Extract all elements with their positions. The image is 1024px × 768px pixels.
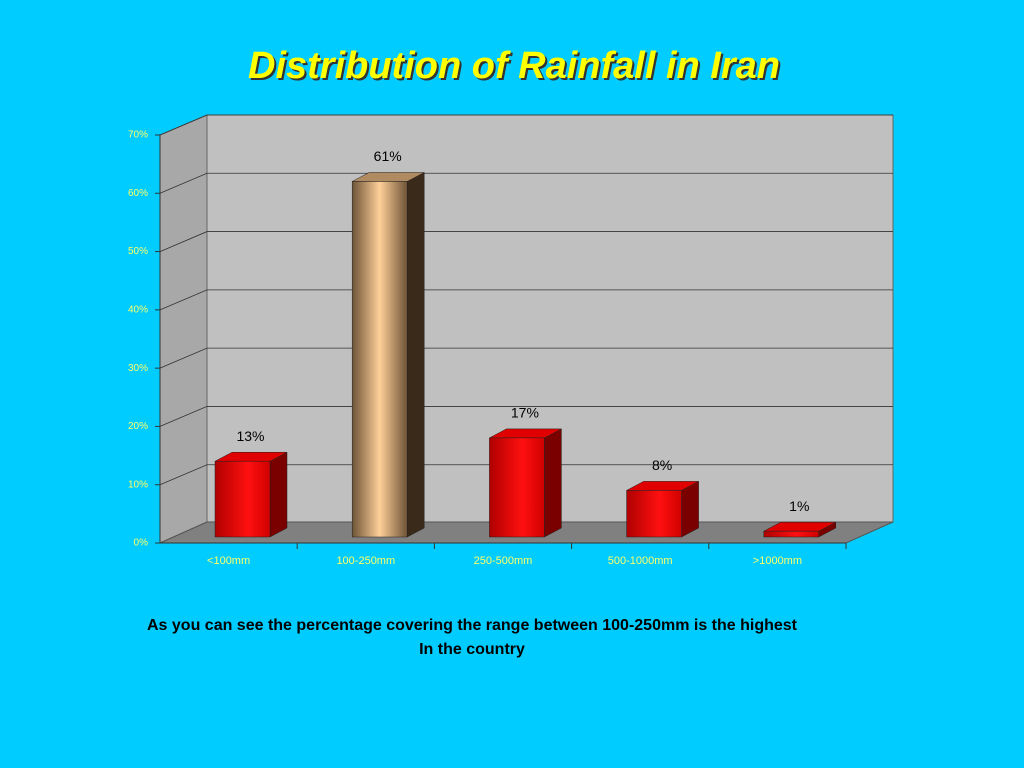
bar: [763, 521, 837, 538]
chart-title: Distribution of Rainfall in Iran: [248, 45, 780, 87]
bar-face: [489, 437, 545, 538]
value-label: 61%: [374, 148, 402, 164]
value-label: 13%: [236, 428, 264, 444]
grid-line: [159, 347, 893, 369]
grid-line: [159, 114, 893, 136]
x-tick-label: 250-500mm: [474, 555, 533, 567]
bar-face: [544, 428, 562, 538]
bar-face: [406, 172, 425, 538]
bar-face: [681, 480, 699, 538]
title-shadow: Distribution of Rainfall in Iran: [250, 47, 782, 89]
x-tick-label: 100-250mm: [336, 555, 395, 567]
y-tick-label: 20%: [128, 421, 148, 432]
bar-face: [626, 490, 682, 538]
caption-line: As you can see the percentage covering t…: [147, 617, 798, 634]
x-tick-label: >1000mm: [753, 555, 802, 567]
value-label: 1%: [789, 498, 809, 514]
bar-face: [351, 181, 408, 538]
bar-face: [214, 460, 271, 538]
x-tick-label: <100mm: [207, 555, 250, 567]
y-tick-label: 0%: [134, 538, 149, 549]
grid-line: [159, 231, 893, 252]
grid-line: [159, 464, 893, 486]
caption-line: In the country: [419, 641, 525, 658]
y-tick-label: 60%: [128, 188, 148, 199]
y-tick-label: 10%: [128, 479, 148, 490]
grid-line: [159, 406, 893, 427]
y-tick-label: 40%: [128, 304, 148, 315]
y-tick-label: 50%: [128, 246, 148, 257]
grid-line: [159, 289, 893, 311]
bar: [489, 428, 562, 538]
side-wall: [159, 114, 208, 544]
value-label: 17%: [511, 405, 539, 421]
grid-line: [159, 172, 893, 194]
bar-face: [763, 530, 820, 538]
x-tick-label: 500-1000mm: [608, 555, 673, 567]
value-label: 8%: [652, 457, 672, 473]
y-tick-label: 30%: [128, 363, 148, 374]
bar-face: [269, 451, 288, 538]
bar: [351, 172, 425, 538]
y-tick-label: 70%: [128, 130, 148, 141]
bar: [626, 480, 699, 538]
bar: [214, 451, 288, 538]
